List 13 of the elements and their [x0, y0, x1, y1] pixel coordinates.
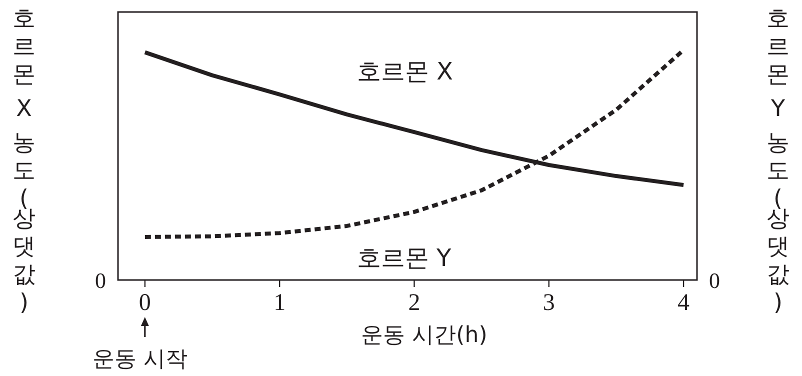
- x-tick-label: 0: [138, 290, 151, 316]
- x-tick-label: 4: [678, 290, 690, 316]
- series-label: 호르몬 X: [356, 57, 453, 86]
- text: 0: [95, 268, 106, 293]
- x-tick-label: 1: [274, 290, 286, 316]
- x-tick-label: 2: [408, 290, 420, 316]
- text: 0: [709, 268, 720, 293]
- x-axis-title: 운동 시간(h): [361, 323, 488, 348]
- series-label: 호르몬 Y: [356, 244, 452, 272]
- text: 운동 시작: [92, 347, 188, 372]
- text: 호르몬 Y 농도(상댓값): [766, 6, 790, 316]
- text: 호르몬 X 농도(상댓값): [12, 6, 36, 316]
- x-tick-label: 3: [542, 290, 555, 316]
